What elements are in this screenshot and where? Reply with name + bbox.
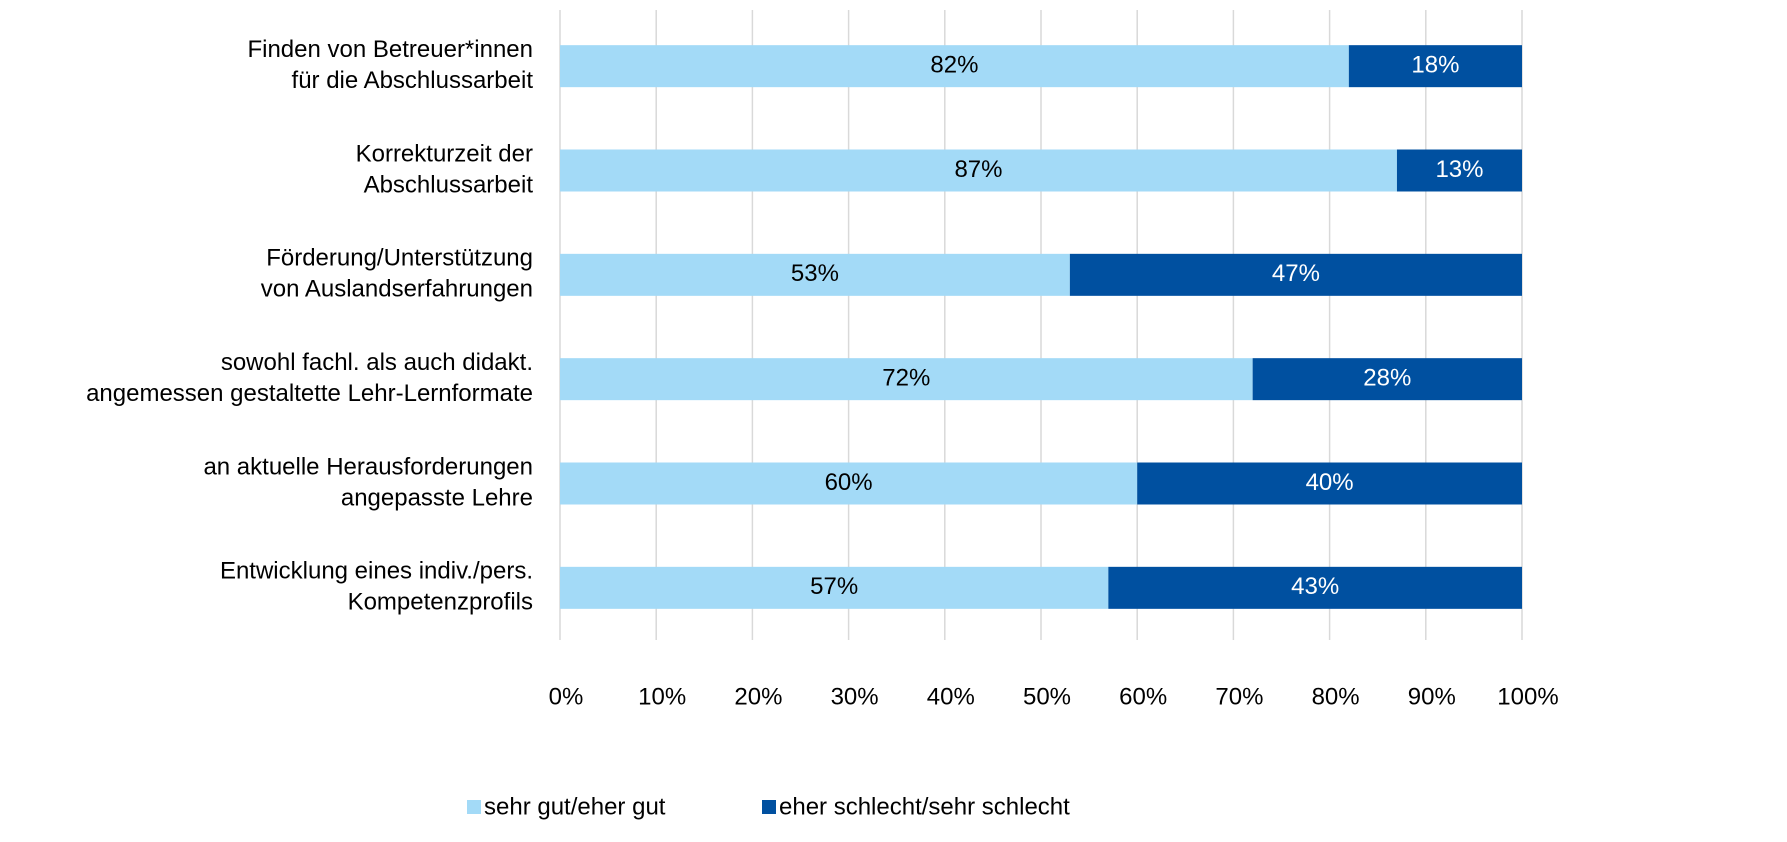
x-tick-label: 90% [1408, 683, 1456, 710]
data-label: 82% [930, 52, 978, 79]
legend-swatch [467, 800, 481, 814]
data-label: 60% [825, 469, 873, 496]
x-tick-label: 70% [1215, 683, 1263, 710]
y-tick-label: von Auslandserfahrungen [261, 276, 533, 303]
bar-segment [560, 253, 1070, 296]
x-tick-label: 30% [831, 683, 879, 710]
data-label: 40% [1306, 469, 1354, 496]
x-tick-label: 60% [1119, 683, 1167, 710]
bar-segment [1348, 45, 1522, 88]
bar-segment [560, 462, 1138, 505]
x-tick-label: 0% [549, 683, 584, 710]
bar-segment [560, 566, 1109, 609]
y-tick-label: für die Abschlussarbeit [292, 67, 534, 94]
x-tick-label: 40% [927, 683, 975, 710]
legend-label: eher schlecht/sehr schlecht [779, 793, 1070, 820]
bar-segment [560, 149, 1397, 192]
x-tick-label: 10% [638, 683, 686, 710]
data-label: 28% [1363, 365, 1411, 392]
x-tick-label: 50% [1023, 683, 1071, 710]
y-tick-label: angemessen gestaltette Lehr-Lernformate [86, 380, 533, 407]
y-tick-label: Kompetenzprofils [348, 589, 533, 616]
data-label: 18% [1411, 52, 1459, 79]
y-tick-label: an aktuelle Herausforderungen [203, 453, 533, 480]
x-tick-label: 20% [734, 683, 782, 710]
y-tick-label: Abschlussarbeit [364, 171, 534, 198]
legend-label: sehr gut/eher gut [484, 793, 666, 820]
y-tick-label: Förderung/Unterstützung [266, 245, 533, 272]
bar-segment [1108, 566, 1522, 609]
bar-segment [1137, 462, 1522, 505]
bar-segment [1252, 358, 1522, 401]
data-label: 53% [791, 260, 839, 287]
data-label: 13% [1435, 156, 1483, 183]
data-label: 72% [882, 365, 930, 392]
x-tick-label: 100% [1497, 683, 1558, 710]
legend-swatch [762, 800, 776, 814]
data-label: 47% [1272, 260, 1320, 287]
y-tick-label: Entwicklung eines indiv./pers. [220, 558, 533, 585]
y-tick-label: sowohl fachl. als auch didakt. [221, 349, 533, 376]
bar-segment [1069, 253, 1522, 296]
bar-segment [560, 358, 1253, 401]
bar-segment [1396, 149, 1522, 192]
y-tick-label: angepasste Lehre [341, 484, 533, 511]
data-label: 57% [810, 573, 858, 600]
data-label: 43% [1291, 573, 1339, 600]
bar-segment [560, 45, 1349, 88]
y-tick-label: Korrekturzeit der [356, 140, 533, 167]
x-tick-label: 80% [1312, 683, 1360, 710]
y-tick-label: Finden von Betreuer*innen [247, 36, 533, 63]
data-label: 87% [954, 156, 1002, 183]
